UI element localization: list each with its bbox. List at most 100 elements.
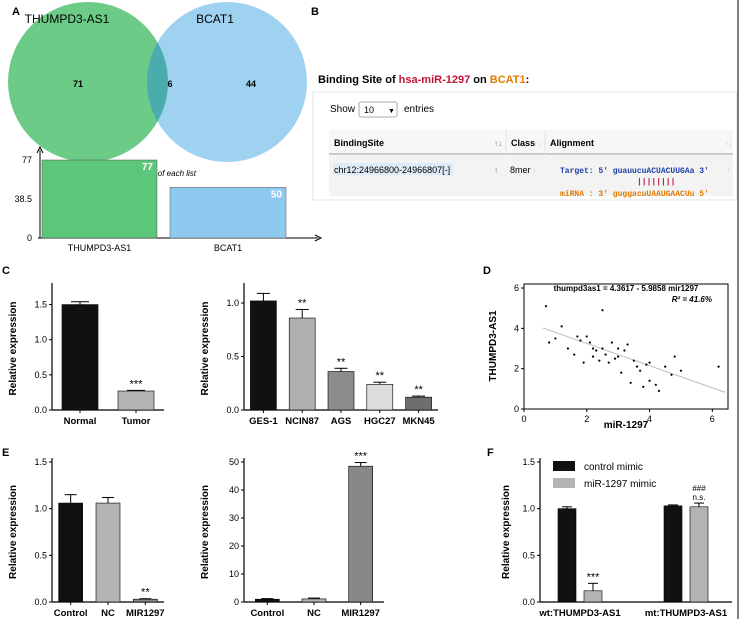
class-cell: 8mer bbox=[510, 165, 531, 175]
y-tick-label: 10 bbox=[229, 569, 239, 579]
scatter-point bbox=[591, 355, 595, 358]
y-axis-arrow bbox=[36, 145, 44, 154]
scatter-point bbox=[544, 305, 548, 308]
venn-set-label-bcat1: BCAT1 bbox=[196, 12, 234, 26]
panel-label-f: F bbox=[487, 447, 494, 459]
y-tick-label: 20 bbox=[229, 541, 239, 551]
significance-label: *** bbox=[130, 378, 144, 390]
col-header-class[interactable]: Class bbox=[511, 138, 535, 148]
sort-icon[interactable]: ↑↓ bbox=[534, 141, 541, 148]
bar bbox=[348, 465, 373, 603]
y-tick-label: 0.5 bbox=[34, 370, 47, 380]
venn-diagram: THUMPD3-AS1 BCAT1 71 6 44 Size of each l… bbox=[8, 2, 307, 178]
y-tick-label: 0 bbox=[514, 404, 519, 414]
x-tick-label: NC bbox=[307, 608, 321, 619]
y-axis-label: Relative expression bbox=[200, 485, 211, 579]
scatter-point bbox=[582, 361, 585, 364]
scatter-point bbox=[617, 355, 620, 358]
venn-circle-bcat1 bbox=[147, 2, 307, 162]
bar bbox=[250, 300, 277, 411]
y-tick-label: 0.0 bbox=[226, 405, 239, 415]
binding-site-cell[interactable]: chr12:24966800-24966807[-] bbox=[334, 165, 450, 175]
x-tick-label: Control bbox=[250, 608, 284, 619]
scatter-point bbox=[645, 363, 648, 366]
sort-icon[interactable]: ↑↓ bbox=[725, 141, 732, 148]
scatter-point bbox=[632, 359, 635, 362]
scatter-point bbox=[607, 361, 610, 364]
x-tick-label: 2 bbox=[584, 414, 589, 424]
scatter-point bbox=[639, 369, 642, 372]
legend-f: control mimic miR-1297 mimic bbox=[553, 461, 656, 490]
bar bbox=[557, 508, 577, 603]
sort-icon: ↑ bbox=[727, 168, 731, 175]
y-tick-label: 0.0 bbox=[34, 597, 47, 607]
y-axis-label: THUMPD3-AS1 bbox=[488, 310, 499, 382]
significance-label: ** bbox=[337, 356, 346, 368]
panel-label-e: E bbox=[2, 447, 9, 459]
x-tick-label: AGS bbox=[331, 416, 352, 427]
sort-icon[interactable]: ↑↓ bbox=[494, 139, 502, 148]
x-tick-label: wt:THUMPD3-AS1 bbox=[538, 608, 621, 619]
bar bbox=[301, 598, 327, 603]
scatter-point bbox=[576, 335, 579, 338]
r-squared-label: R² = 41.6% bbox=[672, 295, 712, 304]
y-tick-label: 0 bbox=[27, 233, 32, 243]
sort-icon: ↑ bbox=[494, 166, 498, 175]
scatter-point bbox=[554, 337, 557, 340]
scatter-point bbox=[648, 361, 651, 364]
y-tick-label: 38.5 bbox=[14, 194, 32, 204]
scatter-point bbox=[623, 349, 626, 352]
show-label: Show bbox=[330, 104, 356, 115]
venn-circle-thumpd3 bbox=[8, 2, 168, 162]
entries-select[interactable] bbox=[358, 101, 398, 118]
scatter-point bbox=[566, 347, 570, 350]
venn-set-label-thumpd3: THUMPD3-AS1 bbox=[25, 12, 110, 26]
bar bbox=[117, 390, 155, 411]
correlation-scatter-plot: 0 2 4 6 0 2 4 6 thumpd3as1 = 4.3617 - 5.9858 mir… bbox=[488, 283, 729, 431]
scatter-point bbox=[617, 347, 620, 350]
significance-label: *** bbox=[354, 451, 368, 463]
scatter-point bbox=[620, 371, 623, 374]
y-tick-label: 1.5 bbox=[34, 457, 47, 467]
alignment-mirna: miRNA : 3' guggacuUAAUGAACUu 5' bbox=[560, 190, 709, 199]
bar bbox=[405, 396, 432, 411]
venn-overlap bbox=[147, 42, 169, 122]
x-tick-label: MIR1297 bbox=[126, 608, 165, 619]
bar bbox=[583, 590, 603, 603]
significance-label: ** bbox=[298, 297, 307, 309]
scatter-point bbox=[654, 383, 657, 386]
scatter-point bbox=[579, 339, 582, 342]
scatter-point bbox=[610, 341, 613, 344]
legend-label-mir1297: miR-1297 mimic bbox=[584, 479, 656, 490]
bar bbox=[689, 506, 709, 603]
scatter-point bbox=[591, 347, 595, 350]
scatter-point bbox=[642, 385, 645, 388]
y-axis-label: Relative expression bbox=[8, 485, 19, 579]
x-tick-label: MKN45 bbox=[402, 416, 435, 427]
alignment-pairs: |||||||| bbox=[637, 178, 675, 187]
x-tick-label: Tumor bbox=[122, 416, 151, 427]
scatter-point bbox=[595, 349, 598, 352]
luciferase-grouped-bar-chart: 0.0 0.5 1.0 1.5 Relative expression *** wt:THU… bbox=[501, 457, 732, 619]
scatter-point bbox=[548, 341, 551, 344]
y-tick-label: 50 bbox=[229, 457, 239, 467]
y-tick-label: 1.0 bbox=[226, 298, 239, 308]
col-header-alignment[interactable]: Alignment bbox=[550, 138, 594, 148]
y-tick-label: 6 bbox=[514, 283, 519, 293]
y-axis-label: Relative expression bbox=[501, 485, 512, 579]
scatter-point bbox=[673, 355, 676, 358]
bar bbox=[95, 502, 121, 603]
panel-label-c: C bbox=[2, 265, 10, 277]
x-tick-label: HGC27 bbox=[364, 416, 396, 427]
y-tick-label: 40 bbox=[229, 485, 239, 495]
col-header-bindingsite[interactable]: BindingSite bbox=[334, 138, 384, 148]
venn-count-overlap: 6 bbox=[167, 79, 172, 89]
scatter-point bbox=[657, 389, 661, 392]
bar bbox=[133, 598, 158, 603]
legend-swatch-control bbox=[553, 461, 575, 471]
venn-count-thumpd3: 71 bbox=[73, 79, 83, 89]
y-axis-label: Relative expression bbox=[8, 302, 19, 396]
bar bbox=[288, 317, 316, 411]
scatter-point bbox=[598, 359, 601, 362]
